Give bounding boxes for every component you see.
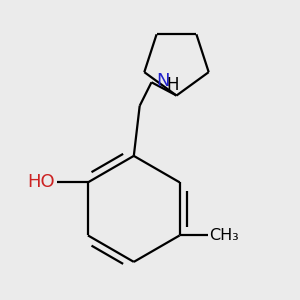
Text: HO: HO bbox=[27, 173, 55, 191]
Text: CH₃: CH₃ bbox=[209, 228, 239, 243]
Text: N: N bbox=[156, 72, 169, 90]
Text: H: H bbox=[167, 76, 179, 94]
